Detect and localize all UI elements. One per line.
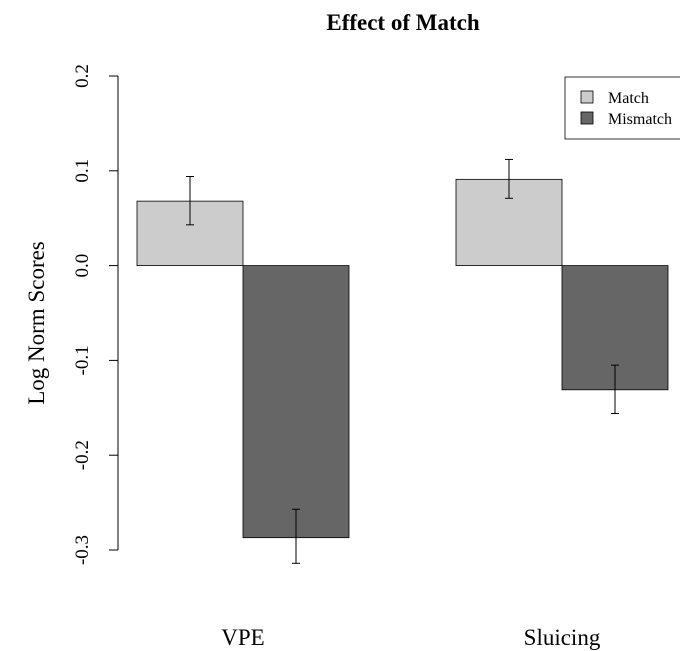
y-axis: -0.3 -0.2 -0.1 0.0 0.1 0.2 (72, 64, 119, 565)
y-axis-label: Log Norm Scores (24, 241, 49, 405)
legend-swatch (580, 90, 594, 104)
y-tick-label: -0.1 (72, 345, 93, 375)
x-axis-labels: VPE Sluicing (221, 625, 601, 650)
bar (242, 265, 350, 539)
y-tick-label: 0.0 (72, 254, 93, 278)
legend-label: Mismatch (608, 111, 672, 128)
chart-title: Effect of Match (326, 10, 479, 35)
x-category-label: Sluicing (524, 625, 601, 650)
y-tick-label: 0.2 (72, 64, 93, 88)
legend-label: Match (608, 90, 649, 107)
y-tick-label: -0.2 (72, 440, 93, 470)
y-tick-label: -0.3 (72, 535, 93, 565)
bars-group (136, 178, 669, 539)
legend-swatch (580, 111, 594, 125)
legend-box (564, 76, 680, 140)
error-bars-group (186, 158, 619, 564)
y-tick-label: 0.1 (72, 159, 93, 183)
legend: Match Mismatch (564, 76, 680, 140)
x-category-label: VPE (221, 625, 264, 650)
